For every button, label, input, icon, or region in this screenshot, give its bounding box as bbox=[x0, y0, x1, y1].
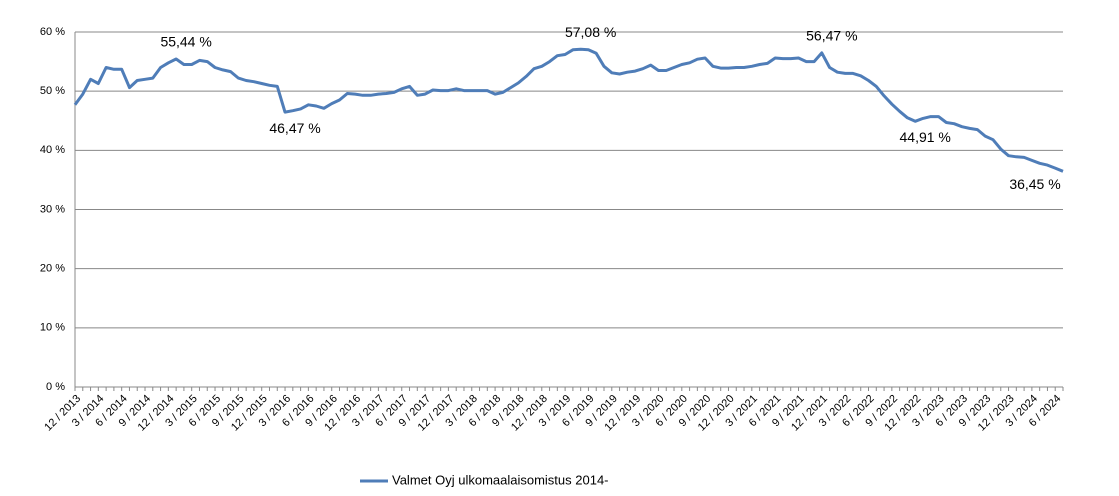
legend-label: Valmet Oyj ulkomaalaisomistus 2014- bbox=[392, 472, 609, 487]
y-tick-label: 20 % bbox=[40, 263, 65, 275]
data-line bbox=[73, 47, 1064, 173]
value-label: 56,47 % bbox=[806, 28, 857, 44]
value-label: 57,08 % bbox=[565, 24, 616, 40]
y-tick-label: 40 % bbox=[40, 144, 65, 156]
y-tick-label: 30 % bbox=[40, 203, 65, 215]
value-label: 44,91 % bbox=[900, 129, 951, 145]
value-label: 55,44 % bbox=[160, 34, 211, 50]
value-label: 36,45 % bbox=[1009, 176, 1060, 192]
y-tick-label: 10 % bbox=[40, 322, 65, 334]
value-label: 46,47 % bbox=[269, 120, 320, 136]
y-tick-label: 60 % bbox=[40, 26, 65, 38]
y-tick-label: 0 % bbox=[46, 381, 65, 393]
y-tick-label: 50 % bbox=[40, 85, 65, 97]
